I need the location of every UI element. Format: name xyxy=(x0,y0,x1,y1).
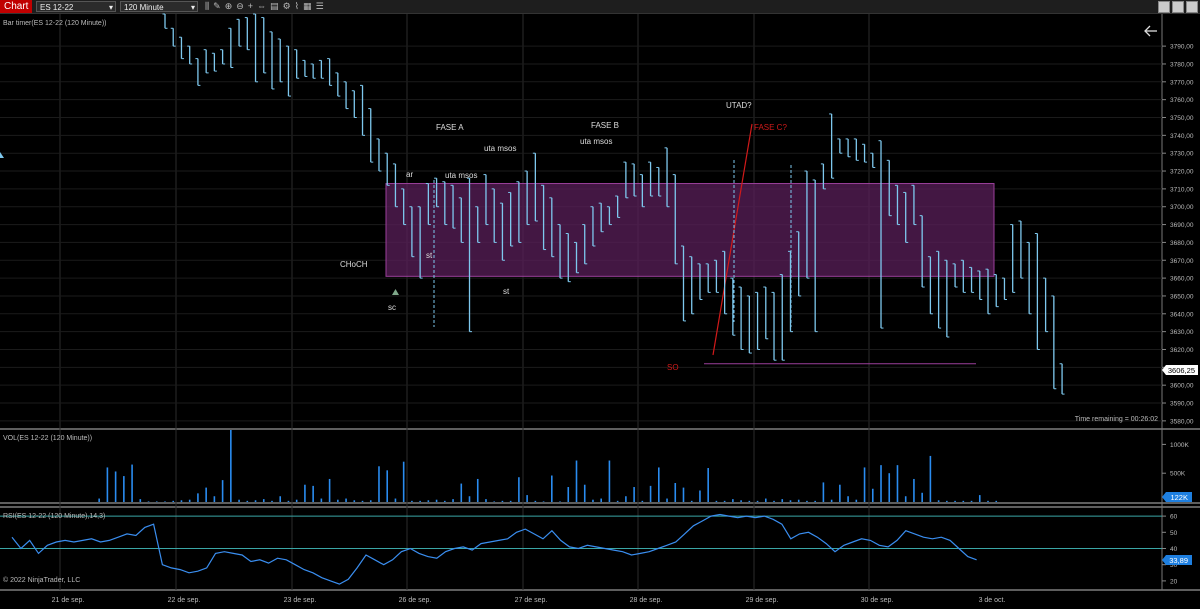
price-tick-label: 3720,00 xyxy=(1170,169,1194,176)
instrument-value: ES 12-22 xyxy=(40,3,74,12)
close-icon[interactable] xyxy=(1186,1,1198,13)
price-tick-label: 3680,00 xyxy=(1170,240,1194,247)
price-bars xyxy=(162,13,1065,395)
rsi-tick-label: 60 xyxy=(1170,514,1178,521)
time-axis-label: 26 de sep. xyxy=(399,597,432,604)
vertical-grid xyxy=(59,14,870,590)
price-tick-label: 3620,00 xyxy=(1170,347,1194,354)
rsi-tick-label: 50 xyxy=(1170,530,1178,537)
chevron-down-icon: ▾ xyxy=(108,3,113,12)
pencil-icon[interactable]: ✎ xyxy=(213,1,225,11)
last-rsi-value: 33,89 xyxy=(1169,556,1188,565)
price-tick-label: 3640,00 xyxy=(1170,311,1194,318)
annotation-ar[interactable]: ar xyxy=(406,170,413,179)
price-tick-label: 3710,00 xyxy=(1170,186,1194,193)
time-axis-label: 21 de sep. xyxy=(52,597,85,604)
time-axis-label: 28 de sep. xyxy=(630,597,663,604)
interval-selector[interactable]: 120 Minute ▾ xyxy=(120,1,198,12)
annotation-choch[interactable]: CHoCH xyxy=(340,260,368,269)
template-icon[interactable]: ▤ xyxy=(270,1,283,11)
price-tick-label: 3600,00 xyxy=(1170,383,1194,390)
annotation-uta-msos[interactable]: uta msos xyxy=(484,144,516,153)
price-tick-label: 3660,00 xyxy=(1170,276,1194,283)
time-axis-label: 29 de sep. xyxy=(746,597,779,604)
price-tick-label: 3580,00 xyxy=(1170,418,1194,425)
maximize-icon[interactable] xyxy=(1172,1,1184,13)
time-axis-labels: 21 de sep. 22 de sep. 23 de sep. 26 de sep.… xyxy=(52,597,1006,604)
last-price-value: 3606,25 xyxy=(1168,366,1195,375)
price-tick-label: 3590,00 xyxy=(1170,401,1194,408)
price-tick-label: 3700,00 xyxy=(1170,204,1194,211)
drawing-tools: ⫼✎⊕⊖+⇔▤⚙⌇▦☰ xyxy=(205,0,328,13)
price-tick-label: 3760,00 xyxy=(1170,97,1194,104)
crosshair-icon[interactable]: + xyxy=(247,1,258,11)
chevron-down-icon: ▾ xyxy=(190,3,195,12)
annotation-st[interactable]: st xyxy=(426,251,433,260)
time-remaining: Time remaining = 00:26:02 xyxy=(1075,416,1158,423)
annotation-fase-c[interactable]: FASE C? xyxy=(754,123,787,132)
rsi-tick-label: 30 xyxy=(1170,562,1178,569)
rsi-tick-label: 40 xyxy=(1170,546,1178,553)
back-arrow-icon[interactable] xyxy=(1144,25,1157,37)
list-icon[interactable]: ☰ xyxy=(315,1,328,11)
indicator-icon[interactable]: ⌇ xyxy=(294,1,304,11)
annotation-fase-a[interactable]: FASE A xyxy=(436,123,464,132)
annotation-sc[interactable]: sc xyxy=(388,303,396,312)
time-axis-label: 3 de oct. xyxy=(979,597,1006,604)
rsi-tick-label: 20 xyxy=(1170,578,1178,585)
scroll-icon[interactable]: ⇔ xyxy=(257,1,271,11)
volume-tick-label: 500K xyxy=(1170,471,1186,478)
rsi-panel xyxy=(0,513,1162,585)
minimize-icon[interactable] xyxy=(1158,1,1170,13)
annotation-st[interactable]: st xyxy=(503,287,510,296)
annotation-so[interactable]: SO xyxy=(667,363,679,372)
rsi-panel-title: RSI(ES 12-22 (120 Minute),14,3) xyxy=(3,513,105,520)
last-rsi-marker: 33,89 xyxy=(1162,555,1192,565)
price-panel-title: Bar timer(ES 12-22 (120 Minute)) xyxy=(3,20,106,27)
toolbar: Chart ES 12-22 ▾ 120 Minute ▾ ⫼✎⊕⊖+⇔▤⚙⌇▦… xyxy=(0,0,1200,14)
instrument-selector[interactable]: ES 12-22 ▾ xyxy=(36,1,116,12)
price-tick-label: 3770,00 xyxy=(1170,79,1194,86)
volume-panel-title: VOL(ES 12-22 (120 Minute)) xyxy=(3,435,92,442)
annotation-uta-msos[interactable]: uta msos xyxy=(580,137,612,146)
time-axis-label: 22 de sep. xyxy=(168,597,201,604)
spring-trend-line[interactable] xyxy=(712,123,753,356)
chart-tab[interactable]: Chart xyxy=(0,0,33,13)
properties-icon[interactable]: ▦ xyxy=(303,1,316,11)
sc-marker-icon xyxy=(392,289,399,295)
chart-background xyxy=(0,14,1200,609)
rsi-line xyxy=(11,513,977,585)
price-tick-label: 3650,00 xyxy=(1170,293,1194,300)
last-price-marker: 3606,25 xyxy=(1162,365,1198,375)
time-axis-label: 27 de sep. xyxy=(515,597,548,604)
zoom-out-icon[interactable]: ⊖ xyxy=(236,1,248,11)
price-tick-label: 3790,00 xyxy=(1170,44,1194,51)
last-volume-marker: 122K xyxy=(1162,492,1192,502)
price-tick-label: 3740,00 xyxy=(1170,133,1194,140)
time-axis-label: 23 de sep. xyxy=(284,597,317,604)
price-tick-label: 3690,00 xyxy=(1170,222,1194,229)
price-tick-label: 3780,00 xyxy=(1170,61,1194,68)
price-tick-label: 3670,00 xyxy=(1170,258,1194,265)
annotation-utad[interactable]: UTAD? xyxy=(726,101,752,110)
strategy-icon[interactable]: ⚙ xyxy=(282,1,295,11)
last-volume-value: 122K xyxy=(1170,493,1188,502)
range-zone[interactable] xyxy=(385,183,995,277)
window-buttons xyxy=(1156,1,1198,15)
price-tick-label: 3630,00 xyxy=(1170,329,1194,336)
time-axis-label: 30 de sep. xyxy=(861,597,894,604)
price-tick-label: 3730,00 xyxy=(1170,151,1194,158)
copyright: © 2022 NinjaTrader, LLC xyxy=(3,576,80,584)
interval-value: 120 Minute xyxy=(124,3,164,12)
price-tick-label: 3750,00 xyxy=(1170,115,1194,122)
bars-icon[interactable]: ⫼ xyxy=(205,1,214,11)
scroll-marker-icon xyxy=(0,152,4,158)
zoom-in-icon[interactable]: ⊕ xyxy=(224,1,237,11)
volume-tick-label: 1000K xyxy=(1170,442,1189,449)
annotation-uta-msos[interactable]: uta msos xyxy=(445,171,477,180)
annotation-fase-b[interactable]: FASE B xyxy=(591,121,619,130)
volume-bars xyxy=(98,430,998,502)
